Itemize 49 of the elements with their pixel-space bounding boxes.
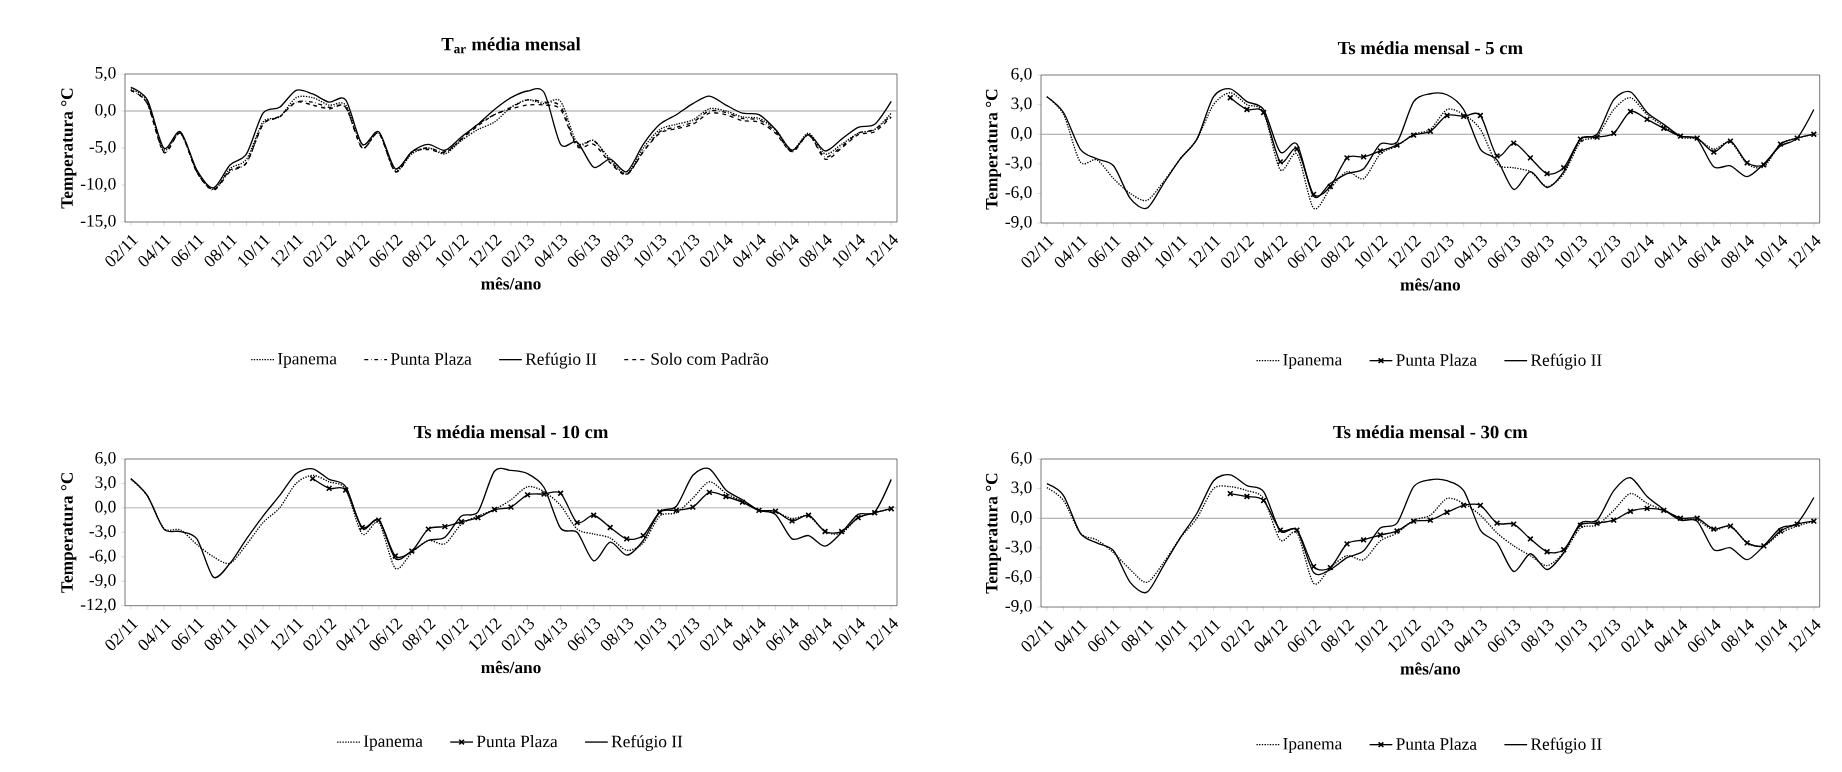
y-tick-label: 6,0 xyxy=(95,451,116,467)
chart-title: Ts média mensal - 30 cm xyxy=(1333,425,1528,439)
y-tick-label: -3,0 xyxy=(89,525,116,540)
y-tick-label: -5,0 xyxy=(89,140,116,156)
y-tick-label: -12,0 xyxy=(80,598,116,613)
y-tick-label: 3,0 xyxy=(1011,481,1032,496)
y-tick-label: -3,0 xyxy=(1005,156,1032,171)
x-axis-title: mês/ano xyxy=(1400,662,1461,675)
chart-title: Ts média mensal - 10 cm xyxy=(413,425,609,439)
legend-label: Ipanema xyxy=(1283,737,1343,754)
chart-title: T$_{ar}$ média mensal xyxy=(441,37,581,54)
y-tick-label: -10,0 xyxy=(80,177,116,193)
chart-title: Ts média mensal - 5 cm xyxy=(1337,41,1523,55)
legend-label: Refúgio II xyxy=(525,352,597,369)
y-tick-label: 0,0 xyxy=(1011,511,1032,526)
legend-label: Refúgio II xyxy=(611,734,683,751)
y-tick-label: 0,0 xyxy=(95,103,116,119)
y-tick-label: 5,0 xyxy=(95,66,116,82)
y-axis-title: Temperatura °C xyxy=(985,89,1002,210)
y-tick-label: 3,0 xyxy=(1011,97,1032,112)
legend-label: Punta Plaza xyxy=(1396,737,1477,750)
legend-label: Refúgio II xyxy=(1530,737,1602,754)
legend-label: Punta Plaza xyxy=(1396,353,1477,366)
y-tick-label: -9,0 xyxy=(1005,599,1032,615)
y-tick-label: -3,0 xyxy=(1005,540,1032,555)
y-axis-title: Temperatura °C xyxy=(61,472,77,593)
x-axis-title: mês/ano xyxy=(481,660,541,674)
y-tick-label: -9,0 xyxy=(1005,215,1032,231)
y-tick-label: 3,0 xyxy=(95,476,116,491)
y-tick-label: -6,0 xyxy=(1005,186,1032,201)
y-tick-label: -9,0 xyxy=(89,574,116,589)
x-axis-title: mês/ano xyxy=(481,277,541,290)
legend-label: Ipanema xyxy=(363,735,423,751)
legend-label: Ipanema xyxy=(277,352,337,368)
legend-label: Refúgio II xyxy=(1530,353,1602,370)
y-tick-label: 0,0 xyxy=(95,500,116,516)
y-axis-title: Temperatura °C xyxy=(61,88,77,209)
legend-label: Solo com Padrão xyxy=(651,352,769,365)
legend-label: Punta Plaza xyxy=(390,352,472,365)
y-axis-title: Temperatura °C xyxy=(985,473,1002,594)
y-tick-label: 6,0 xyxy=(1011,451,1032,467)
y-tick-label: -6,0 xyxy=(1005,570,1032,585)
legend-label: Ipanema xyxy=(1283,353,1343,370)
y-tick-label: -6,0 xyxy=(89,549,116,564)
x-axis-title: mês/ano xyxy=(1400,278,1461,291)
y-tick-label: 6,0 xyxy=(1011,67,1032,83)
y-tick-label: -15,0 xyxy=(80,214,116,230)
y-tick-label: 0,0 xyxy=(1011,127,1032,142)
legend-label: Punta Plaza xyxy=(476,735,558,748)
